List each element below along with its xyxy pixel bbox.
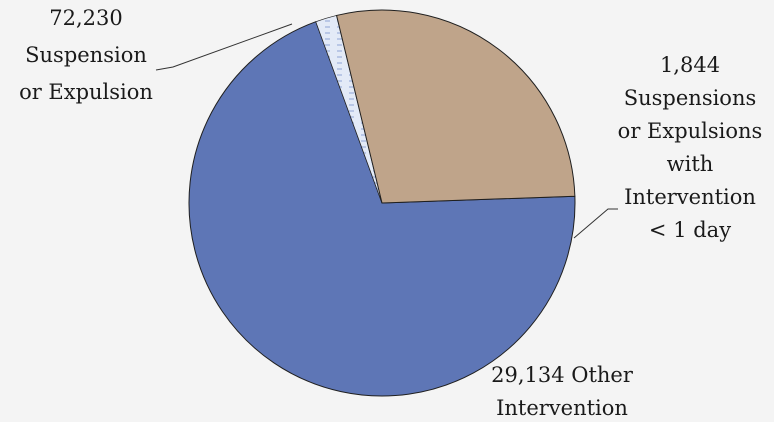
leader-line-suspension xyxy=(155,23,293,71)
slice-labels: 72,230 Suspension or Expulsion 1,844 Suspens… xyxy=(19,6,762,420)
pie-slices xyxy=(188,9,576,397)
pie-slice-other-intervention xyxy=(335,9,576,204)
leader-lines xyxy=(155,23,618,239)
leader-line-intervention-lt1day xyxy=(573,208,618,239)
slice-label-other-intervention: 29,134 Other Intervention xyxy=(491,363,634,420)
pie-slice-suspension-or-expulsion xyxy=(188,21,576,397)
slice-label-suspension-or-expulsion: 72,230 Suspension or Expulsion xyxy=(19,6,153,104)
slice-label-suspensions-with-intervention-lt1day: 1,844 Suspensions or Expulsions with Interve… xyxy=(618,53,763,242)
